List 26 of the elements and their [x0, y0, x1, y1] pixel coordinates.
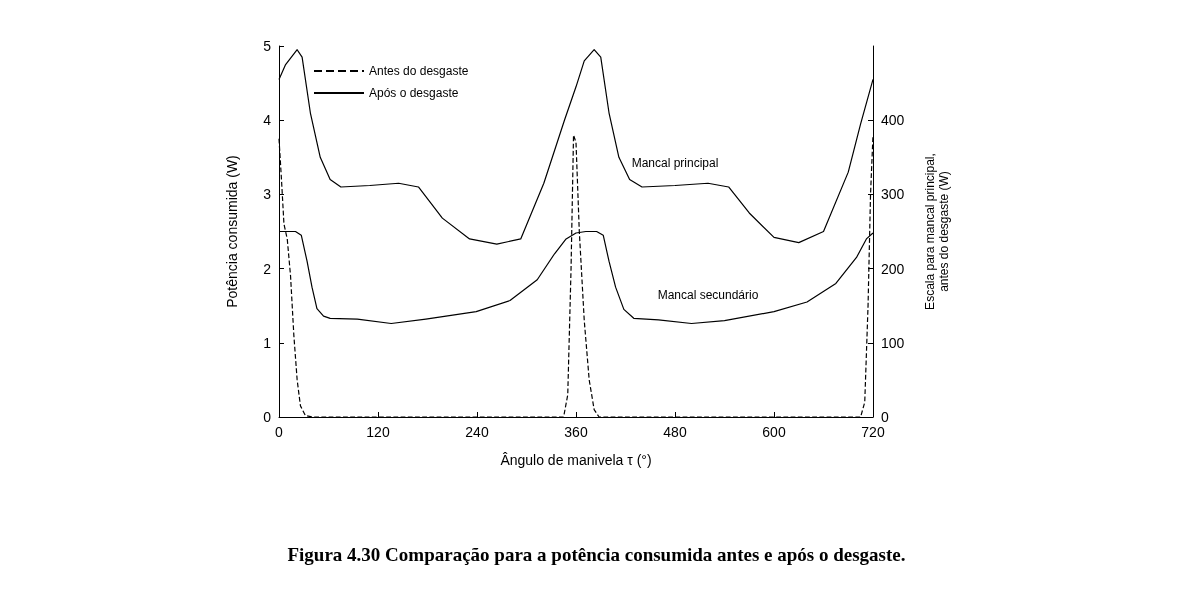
y-tick-label: 3 — [263, 186, 272, 203]
x-tick-label: 120 — [366, 424, 390, 440]
x-tick-label: 0 — [275, 424, 284, 440]
y-tick-label: 2 — [263, 260, 272, 277]
legend-label: Antes do desgaste — [369, 64, 469, 78]
text: Figura 4.30 Comparação para a potência consumida antes e após o desgaste. — [287, 544, 906, 565]
y-tick-label: 0 — [263, 409, 272, 425]
legend-label: Após o desgaste — [369, 86, 459, 100]
annotation: Mancal principal — [631, 156, 719, 171]
y-axis-title: Potência consumida (W) — [224, 155, 240, 308]
y-tick-label: 1 — [263, 334, 272, 351]
x-tick-label: 360 — [564, 424, 588, 440]
y-tick-label: 5 — [263, 38, 272, 54]
y2-axis-title: Escala para mancal principal, antes do desgaste (W) — [923, 153, 951, 310]
y2-tick-label: 200 — [881, 260, 905, 277]
y2-tick-label: 100 — [881, 334, 905, 351]
y-tick-label: 4 — [263, 112, 272, 129]
x-tick-label: 480 — [663, 424, 687, 440]
x-tick-label: 240 — [465, 424, 489, 440]
y2-tick-label: 400 — [881, 112, 905, 129]
x-tick-label: 720 — [861, 424, 885, 440]
y2-tick-label: 300 — [881, 186, 905, 203]
x-tick-label: 600 — [762, 424, 786, 440]
x-axis-title: Ângulo de manivela τ (°) — [500, 452, 652, 468]
annotation: Mancal secundário — [657, 287, 759, 302]
y2-tick-label: 0 — [881, 409, 889, 425]
